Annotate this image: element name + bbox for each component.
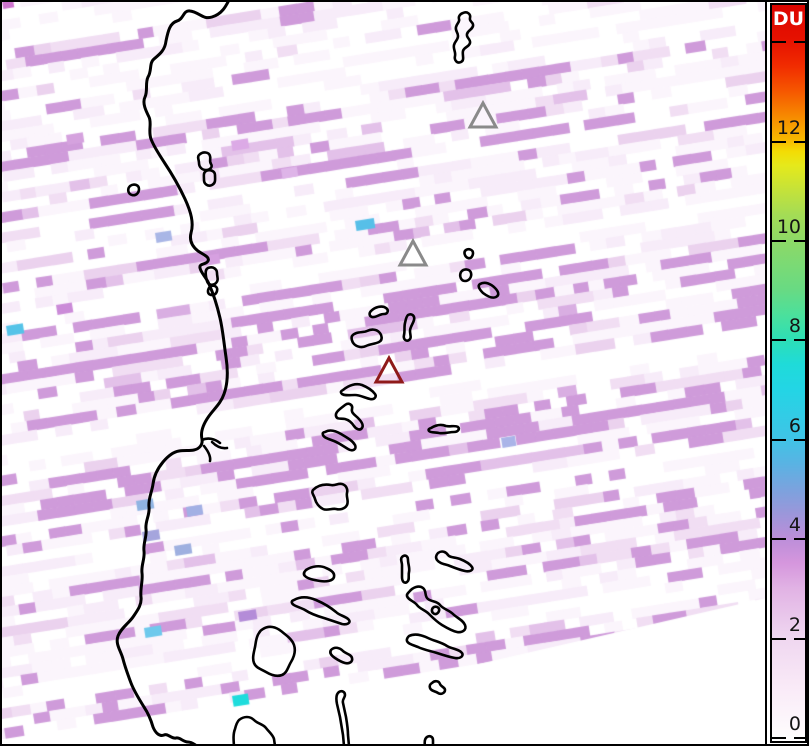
colorbar-tick (794, 638, 805, 640)
island-outline (329, 646, 354, 665)
colorbar: DU 12 10 8 6 4 2 0 (770, 3, 807, 743)
island-outline (321, 429, 357, 452)
colorbar-tick (794, 439, 805, 441)
colorbar-tick (794, 240, 805, 242)
island-outline (458, 268, 473, 283)
island-outline (399, 554, 411, 584)
island-outline (335, 689, 351, 744)
island-outline (302, 564, 336, 583)
colorbar-tick (794, 737, 805, 739)
island-outline (405, 585, 467, 634)
colorbar-tick-label: 6 (788, 415, 801, 437)
island-outline (200, 437, 229, 463)
colorbar-tick (794, 339, 805, 341)
colorbar-tick (772, 638, 786, 640)
volcano-marker-active (373, 354, 405, 384)
colorbar-tick (794, 41, 805, 43)
volcano-marker-north (467, 99, 499, 129)
colorbar-tick-label: 8 (788, 315, 801, 337)
island-outline (423, 734, 435, 744)
colorbar-tick-label: 12 (776, 117, 801, 139)
island-outline (427, 423, 461, 435)
colorbar-tick (772, 538, 786, 540)
island-outline (311, 482, 350, 512)
island-outline (290, 596, 351, 626)
island-outline (350, 328, 383, 349)
mainland-coastline (115, 2, 230, 744)
colorbar-tick-label: 0 (788, 713, 801, 735)
colorbar-tick (772, 439, 786, 441)
island-outline (204, 266, 219, 287)
colorbar-tick (794, 141, 805, 143)
island-outline (126, 183, 141, 197)
colorbar-tick-label: 2 (788, 614, 801, 636)
island-outline (477, 281, 500, 299)
colorbar-tick (772, 240, 786, 242)
volcano-marker-middle (397, 237, 429, 267)
colorbar-unit-label: DU (772, 8, 805, 30)
island-outline (339, 382, 377, 401)
island-outline (334, 402, 364, 431)
colorbar-tick (772, 41, 786, 43)
island-outline (405, 633, 464, 660)
island-outline (428, 679, 447, 696)
island-outline (402, 313, 416, 342)
island-outline (368, 305, 390, 319)
colorbar-tick (772, 339, 786, 341)
island-outline (196, 151, 213, 172)
island-outline (251, 625, 297, 678)
island-outline (232, 715, 277, 744)
colorbar-tick (794, 538, 805, 540)
colorbar-tick (772, 737, 786, 739)
coastline-overlay (115, 2, 500, 744)
colorbar-tick-label: 10 (776, 216, 801, 238)
colorbar-tick-label: 4 (788, 514, 801, 536)
island-outline (206, 284, 219, 297)
island-outline (202, 168, 217, 187)
island-outline (434, 550, 474, 573)
island-outline (430, 605, 441, 616)
island-outline (452, 11, 475, 64)
island-outline (463, 247, 475, 260)
map-panel (0, 0, 767, 746)
colorbar-tick (772, 141, 786, 143)
